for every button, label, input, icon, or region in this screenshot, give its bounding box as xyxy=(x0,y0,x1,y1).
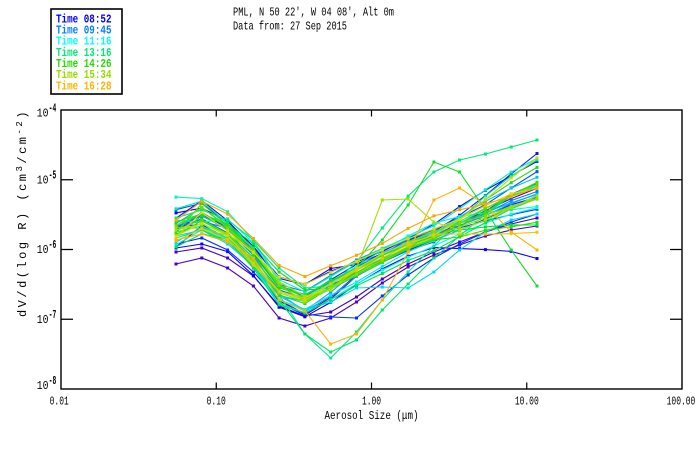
svg-text:Time 15:34: Time 15:34 xyxy=(56,68,112,82)
svg-text:10: 10 xyxy=(37,173,49,187)
svg-text:-5: -5 xyxy=(49,168,57,182)
svg-text:10: 10 xyxy=(37,313,49,327)
svg-text:Time 16:28: Time 16:28 xyxy=(56,79,112,93)
svg-text:1.00: 1.00 xyxy=(362,395,381,409)
svg-text:Time 09:45: Time 09:45 xyxy=(56,24,112,38)
svg-text:10: 10 xyxy=(37,107,49,121)
svg-text:Time 11:16: Time 11:16 xyxy=(56,35,112,49)
svg-text:Time 14:26: Time 14:26 xyxy=(56,57,112,71)
svg-text:Time 13:16: Time 13:16 xyxy=(56,46,112,60)
svg-text:100.00: 100.00 xyxy=(667,395,696,409)
svg-text:Data from: 27 Sep 2015: Data from: 27 Sep 2015 xyxy=(233,20,347,34)
svg-text:-8: -8 xyxy=(49,374,57,388)
svg-text:PML, N 50 22', W 04 08', Alt 0: PML, N 50 22', W 04 08', Alt 0m xyxy=(233,6,394,20)
svg-text:Aerosol Size (μm): Aerosol Size (μm) xyxy=(325,409,419,423)
svg-text:-7: -7 xyxy=(49,308,57,322)
svg-text:10: 10 xyxy=(37,379,49,393)
svg-text:0.10: 0.10 xyxy=(207,395,226,409)
svg-text:10.00: 10.00 xyxy=(515,395,539,409)
svg-text:-4: -4 xyxy=(49,102,57,116)
svg-text:Time 08:52: Time 08:52 xyxy=(56,12,112,26)
svg-text:-6: -6 xyxy=(49,238,57,252)
svg-text:0.01: 0.01 xyxy=(50,395,69,409)
svg-text:dV/d(log R) (cm3/cm-2): dV/d(log R) (cm3/cm-2) xyxy=(15,109,30,317)
svg-text:10: 10 xyxy=(37,243,49,257)
